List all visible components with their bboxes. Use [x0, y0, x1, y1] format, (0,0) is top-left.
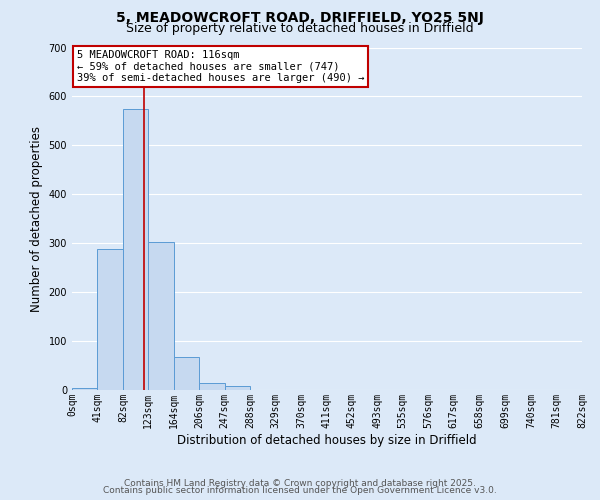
Text: Contains HM Land Registry data © Crown copyright and database right 2025.: Contains HM Land Registry data © Crown c…: [124, 478, 476, 488]
Bar: [174, 356, 199, 390]
Bar: [97, 249, 123, 390]
Text: 5 MEADOWCROFT ROAD: 116sqm
← 59% of detached houses are smaller (747)
39% of sem: 5 MEADOWCROFT ROAD: 116sqm ← 59% of deta…: [77, 50, 364, 83]
Bar: [224, 386, 250, 390]
Bar: [72, 388, 97, 390]
Text: Contains public sector information licensed under the Open Government Licence v3: Contains public sector information licen…: [103, 486, 497, 495]
Y-axis label: Number of detached properties: Number of detached properties: [30, 126, 43, 312]
Text: Size of property relative to detached houses in Driffield: Size of property relative to detached ho…: [126, 22, 474, 35]
Bar: [199, 383, 224, 390]
Text: 5, MEADOWCROFT ROAD, DRIFFIELD, YO25 5NJ: 5, MEADOWCROFT ROAD, DRIFFIELD, YO25 5NJ: [116, 11, 484, 25]
Bar: [148, 242, 174, 390]
X-axis label: Distribution of detached houses by size in Driffield: Distribution of detached houses by size …: [177, 434, 477, 446]
Bar: [123, 108, 148, 390]
